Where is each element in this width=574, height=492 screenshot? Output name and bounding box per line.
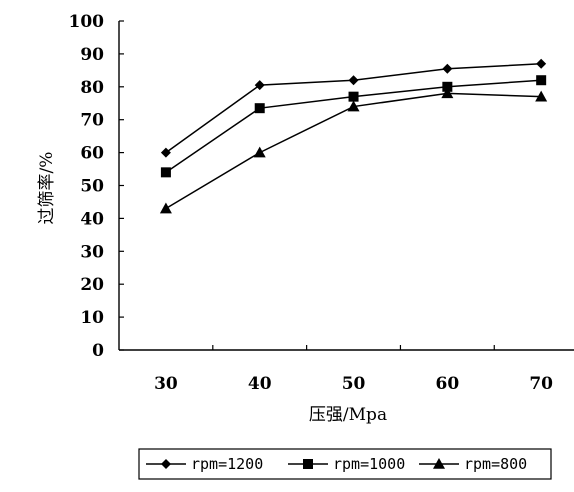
y-tick-label: 80 [80, 78, 104, 98]
legend-label: rpm=800 [464, 455, 527, 473]
series-layer [159, 58, 548, 214]
series-1 [160, 58, 547, 158]
data-point [442, 81, 453, 92]
x-tick-label: 40 [248, 374, 272, 394]
legend: rpm=1200 rpm=1000 rpm=800 [138, 448, 552, 480]
y-tick-label: 90 [80, 45, 104, 65]
data-point [159, 202, 172, 214]
legend-marker [433, 458, 445, 469]
series-3 [159, 87, 548, 214]
data-point [160, 147, 171, 158]
data-point [254, 103, 265, 114]
x-tick-label: 30 [154, 374, 178, 394]
legend-box [138, 448, 552, 480]
y-tick-label: 10 [80, 308, 104, 328]
x-tick-label: 60 [436, 374, 460, 394]
y-tick-label: 20 [80, 275, 104, 295]
y-axis-label: 过筛率/% [37, 152, 57, 225]
data-point [535, 90, 548, 102]
data-point [536, 75, 547, 86]
x-axis-label: 压强/Mpa [309, 405, 387, 425]
data-point [536, 58, 547, 69]
y-tick-label: 100 [69, 12, 105, 32]
y-tick-label: 70 [80, 111, 104, 131]
data-point [348, 91, 359, 102]
legend-label: rpm=1200 [191, 455, 263, 473]
data-point [253, 146, 266, 158]
y-tick-label: 30 [80, 242, 104, 262]
y-tick-label: 0 [92, 341, 104, 361]
x-tick-label: 70 [529, 374, 553, 394]
legend-item: rpm=1200 [146, 455, 263, 473]
x-tick-labels: 30 40 50 60 70 [154, 374, 553, 394]
axes [118, 20, 574, 351]
data-point [348, 75, 359, 86]
series-2 [160, 75, 547, 178]
y-tick-labels: 0 10 20 30 40 50 60 70 80 90 100 [69, 12, 105, 361]
legend-item: rpm=800 [419, 455, 527, 473]
data-point [442, 63, 453, 74]
legend-label: rpm=1000 [333, 455, 405, 473]
data-point [160, 167, 171, 178]
legend-marker [303, 459, 313, 469]
y-tick-label: 60 [80, 144, 104, 164]
x-tick-label: 50 [342, 374, 366, 394]
y-tick-label: 50 [80, 177, 104, 197]
legend-marker [161, 459, 171, 469]
data-point [254, 80, 265, 91]
y-tick-label: 40 [80, 209, 104, 229]
legend-item: rpm=1000 [288, 455, 405, 473]
data-point [347, 100, 360, 112]
data-point [441, 87, 454, 99]
